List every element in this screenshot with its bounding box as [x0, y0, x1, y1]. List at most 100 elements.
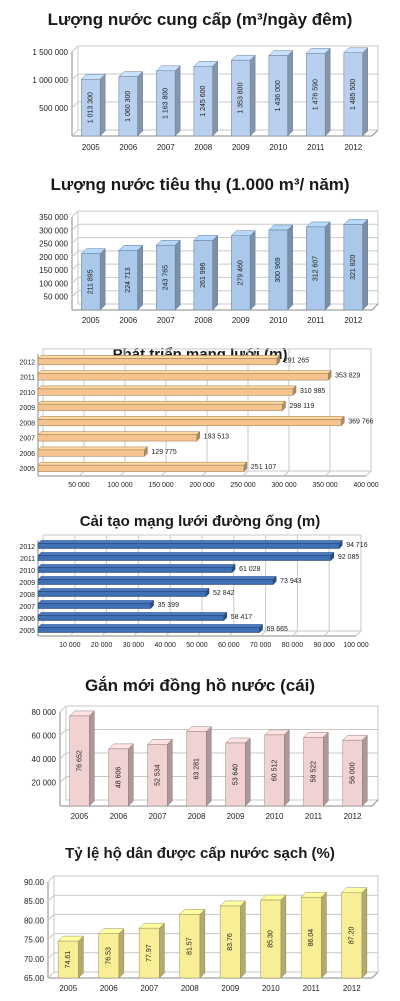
- data-label: 77.97: [146, 944, 153, 962]
- bar: [37, 449, 145, 457]
- bar: [231, 59, 251, 137]
- chart-clean-water-rate-plot: 65.00 70.00 75.00 80.00 85.00 90.00 74.61 2005 7…: [24, 875, 379, 993]
- y-tick-label: 60 000: [32, 732, 57, 741]
- data-label: 1 163 800: [163, 88, 170, 119]
- y-tick-label: 75.00: [24, 936, 45, 945]
- x-tick-label: 40 000: [154, 642, 176, 649]
- chart-title: Gắn mới đồng hồ nước (cái): [84, 676, 316, 695]
- data-label: 298 119: [289, 403, 314, 410]
- bar-side: [89, 710, 95, 807]
- data-label: 74.61: [65, 951, 72, 969]
- bar: [108, 748, 129, 807]
- bar: [37, 567, 233, 573]
- data-label: 60 512: [271, 760, 278, 782]
- gridline: [242, 349, 249, 477]
- x-tick-label: 2012: [344, 143, 362, 152]
- gridline: [59, 705, 378, 713]
- bar-side: [240, 900, 246, 979]
- gridline: [324, 349, 331, 477]
- bar: [81, 79, 101, 137]
- y-tick-label: 2007: [19, 604, 35, 611]
- bar: [341, 892, 363, 979]
- data-label: 58 522: [310, 761, 317, 783]
- bar: [37, 434, 197, 442]
- gridline: [71, 210, 378, 218]
- bar-side: [99, 248, 106, 311]
- gridline: [59, 776, 378, 783]
- bar-side: [174, 65, 181, 137]
- y-tick-label: 40 000: [32, 755, 57, 764]
- chart-title: Cải tạo mạng lưới đường ống (m): [79, 513, 321, 530]
- gridline: [69, 535, 76, 637]
- bar: [343, 52, 363, 137]
- x-tick-label: 2010: [269, 316, 287, 325]
- gridline: [71, 263, 378, 271]
- x-tick-label: 2009: [221, 984, 239, 993]
- x-tick-label: 60 000: [218, 642, 240, 649]
- bar: [81, 253, 101, 311]
- bar: [98, 933, 120, 979]
- bar: [193, 240, 213, 311]
- gridline: [164, 535, 171, 637]
- x-tick-label: 2012: [343, 984, 361, 993]
- bar: [37, 615, 225, 621]
- x-tick-label: 250 000: [230, 482, 255, 489]
- x-tick-label: 50 000: [68, 482, 90, 489]
- data-label: 279 460: [238, 260, 245, 285]
- data-label: 63 281: [193, 758, 200, 780]
- x-tick-label: 2005: [82, 143, 100, 152]
- data-label: 94 716: [346, 542, 368, 549]
- bar: [118, 76, 138, 137]
- bar-side: [362, 218, 368, 311]
- bar-side: [362, 47, 368, 137]
- chart-network-development-plot: 50 000 100 000 150 000 200 000 250 000 300 00…: [19, 348, 379, 489]
- x-tick-label: 2010: [262, 984, 280, 993]
- bar: [156, 244, 176, 311]
- bar-side: [249, 54, 256, 137]
- data-label: 312 607: [313, 256, 320, 281]
- x-tick-label: 2008: [181, 984, 199, 993]
- data-label: 69 665: [267, 626, 289, 633]
- x-tick-label: 2011: [307, 143, 325, 152]
- data-label: 1 353 800: [238, 82, 245, 113]
- bar-side: [280, 894, 287, 979]
- y-tick-label: 2012: [19, 544, 35, 551]
- y-tick-label: 85.00: [24, 897, 45, 906]
- bar-side: [323, 731, 329, 807]
- bar: [37, 388, 294, 396]
- bar-side: [362, 734, 368, 807]
- chart-pipe-renovation-plot: 10 000 20 000 30 000 40 000 50 000 60 000 70 0…: [19, 534, 369, 649]
- y-tick-label: 2008: [19, 592, 35, 599]
- data-label: 310 985: [300, 388, 325, 395]
- y-tick-label: 80 000: [32, 708, 57, 717]
- x-tick-label: 2005: [71, 812, 89, 821]
- chart-water-consumption-plot: 50 000 100 000 150 000 200 000 250 000 300 00…: [39, 210, 379, 325]
- x-tick-label: 2007: [140, 984, 158, 993]
- gridline: [71, 250, 378, 258]
- bar-side: [212, 234, 218, 311]
- x-tick-label: 2012: [344, 316, 362, 325]
- gridline: [101, 535, 108, 637]
- bar-side: [137, 71, 143, 137]
- bar-side: [324, 47, 331, 137]
- data-label: 261 996: [200, 262, 207, 287]
- y-tick-label: 200 000: [39, 253, 68, 262]
- gridline: [59, 729, 378, 736]
- y-tick-label: 2005: [19, 466, 35, 473]
- floor-edge: [371, 303, 379, 311]
- bar: [69, 715, 90, 807]
- y-tick-label: 250 000: [39, 240, 68, 249]
- x-tick-label: 50 000: [186, 642, 208, 649]
- chart-new-meters-plot: 20 000 40 000 60 000 80 000 76 652 2005 48 606…: [32, 705, 379, 821]
- y-tick-label: 2010: [19, 568, 35, 575]
- bar-side: [159, 922, 165, 979]
- bar-top: [37, 564, 236, 568]
- bar: [37, 373, 329, 381]
- bar-top: [37, 400, 287, 405]
- gridline: [283, 349, 290, 477]
- bar-side: [167, 738, 173, 807]
- bar-top: [37, 624, 264, 628]
- x-tick-label: 2008: [188, 812, 206, 821]
- bar: [231, 235, 251, 311]
- gridline: [71, 129, 378, 137]
